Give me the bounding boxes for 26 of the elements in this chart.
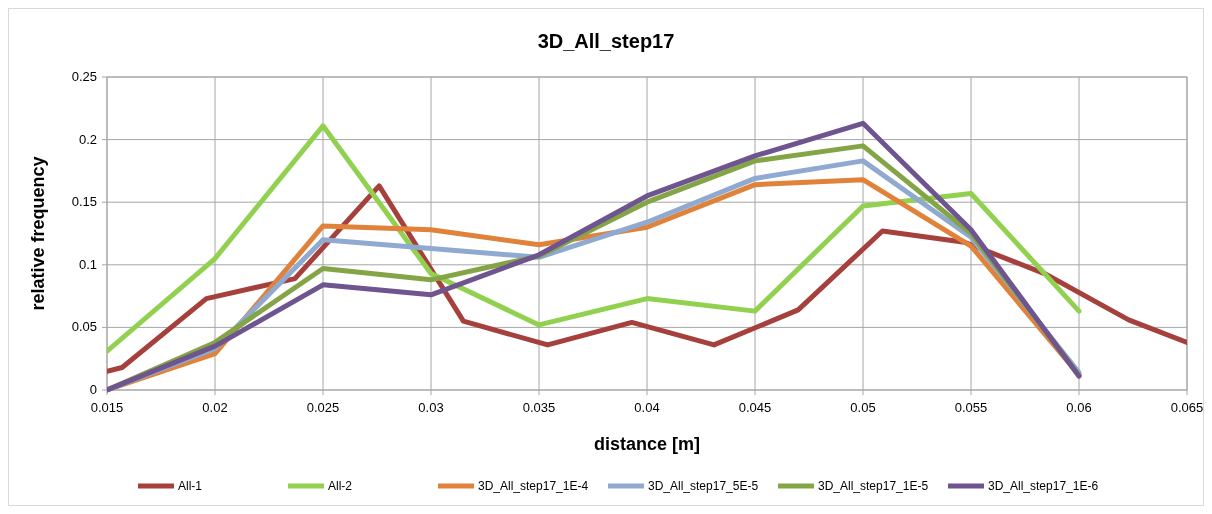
- legend-label: All-1: [178, 479, 203, 493]
- y-tick-label: 0.2: [78, 131, 97, 147]
- x-tick-label: 0.02: [202, 400, 228, 415]
- legend-label: All-2: [328, 479, 353, 493]
- x-tick-label: 0.04: [634, 400, 660, 415]
- y-tick-label: 0.1: [78, 256, 97, 272]
- x-tick-label: 0.015: [90, 400, 124, 415]
- legend-label: 3D_All_step17_1E-4: [478, 479, 589, 493]
- x-tick-label: 0.05: [850, 400, 876, 415]
- x-tick-label: 0.025: [306, 400, 340, 415]
- x-tick-label: 0.03: [418, 400, 444, 415]
- chart-title: 3D_All_step17: [537, 30, 675, 52]
- y-tick-label: 0.05: [71, 319, 97, 335]
- legend-label: 3D_All_step17_1E-6: [988, 479, 1099, 493]
- x-tick-label: 0.06: [1066, 400, 1092, 415]
- legend-label: 3D_All_step17_5E-5: [648, 479, 759, 493]
- legend-label: 3D_All_step17_1E-5: [818, 479, 929, 493]
- y-tick-label: 0.25: [71, 69, 97, 84]
- x-axis-title: distance [m]: [593, 434, 701, 454]
- x-tick-label: 0.065: [1170, 400, 1204, 415]
- y-axis-title: relative frequency: [28, 156, 48, 311]
- y-tick-label: 0: [89, 382, 97, 397]
- x-tick-label: 0.035: [522, 400, 556, 415]
- x-tick-label: 0.045: [738, 400, 772, 415]
- y-tick-label: 0.15: [71, 194, 97, 210]
- x-tick-label: 0.055: [954, 400, 988, 415]
